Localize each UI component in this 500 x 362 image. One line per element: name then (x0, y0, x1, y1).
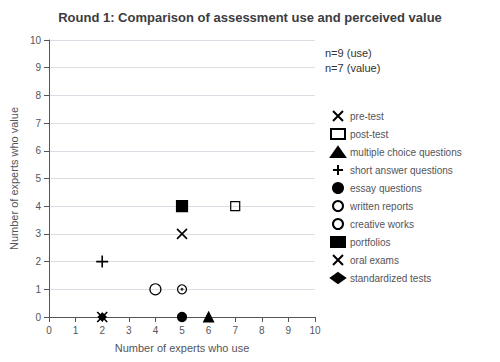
svg-text:n=7 (value): n=7 (value) (325, 62, 380, 74)
svg-text:written reports: written reports (349, 201, 413, 212)
svg-text:pre-test: pre-test (350, 111, 384, 122)
svg-text:short answer questions: short answer questions (350, 165, 453, 176)
svg-text:0: 0 (35, 312, 41, 323)
svg-text:1: 1 (35, 284, 41, 295)
svg-text:n=9 (use): n=9 (use) (325, 47, 372, 59)
svg-text:7: 7 (35, 118, 41, 129)
svg-text:multiple choice questions: multiple choice questions (350, 147, 462, 158)
svg-text:2: 2 (99, 325, 105, 336)
svg-text:8: 8 (259, 325, 265, 336)
svg-text:0: 0 (46, 325, 52, 336)
svg-text:oral exams: oral exams (350, 255, 399, 266)
svg-text:6: 6 (35, 145, 41, 156)
svg-text:10: 10 (30, 35, 42, 46)
svg-text:7: 7 (232, 325, 238, 336)
svg-text:essay questions: essay questions (350, 183, 422, 194)
svg-text:2: 2 (35, 256, 41, 267)
svg-text:8: 8 (35, 90, 41, 101)
svg-text:Number of experts who value: Number of experts who value (8, 107, 20, 250)
svg-text:portfolios: portfolios (350, 237, 391, 248)
svg-text:4: 4 (153, 325, 159, 336)
svg-text:3: 3 (126, 325, 132, 336)
svg-text:6: 6 (206, 325, 212, 336)
svg-text:4: 4 (35, 201, 41, 212)
svg-text:post-test: post-test (350, 129, 389, 140)
svg-text:standardized tests: standardized tests (350, 273, 431, 284)
svg-text:5: 5 (35, 173, 41, 184)
svg-text:creative works: creative works (350, 219, 414, 230)
svg-text:Number of experts who use: Number of experts who use (115, 342, 250, 354)
svg-text:5: 5 (179, 325, 185, 336)
svg-text:3: 3 (35, 228, 41, 239)
svg-text:9: 9 (286, 325, 292, 336)
svg-text:9: 9 (35, 62, 41, 73)
svg-text:10: 10 (309, 325, 321, 336)
svg-text:1: 1 (73, 325, 79, 336)
svg-text:Round 1: Comparison of assessm: Round 1: Comparison of assessment use an… (58, 10, 442, 25)
